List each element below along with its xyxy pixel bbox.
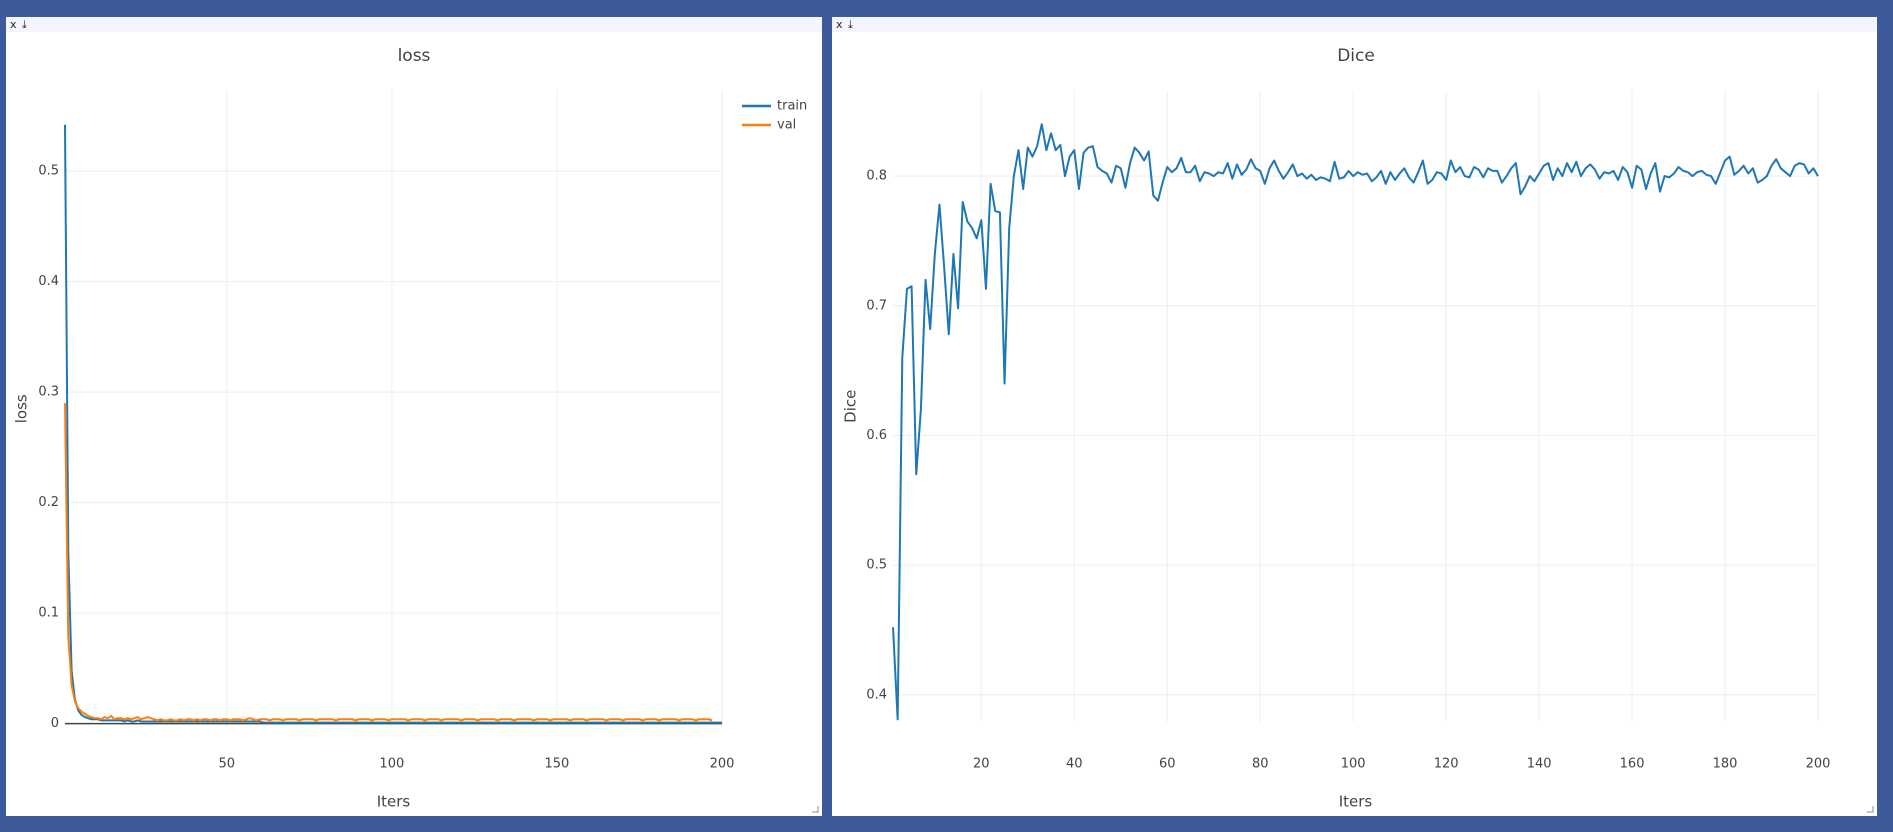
x-tick-label: 180 [1713, 757, 1738, 772]
x-tick-label: 80 [1252, 757, 1269, 772]
download-button[interactable]: ⤓ [848, 18, 853, 31]
x-tick-label: 200 [710, 757, 735, 772]
x-tick-label: 200 [1806, 757, 1831, 772]
x-tick-label: 20 [973, 757, 990, 772]
chart-title: loss [398, 46, 431, 66]
x-tick-label: 120 [1434, 757, 1459, 772]
x-axis-title: Iters [377, 793, 411, 811]
y-tick-label: 0.8 [866, 169, 887, 184]
line [64, 403, 713, 722]
x-axis-title: Iters [1339, 793, 1373, 811]
y-tick-label: 0.7 [866, 298, 887, 313]
y-tick-label: 0.2 [38, 495, 59, 510]
pane [6, 17, 822, 816]
line [892, 123, 1819, 721]
y-tick-label: 0.6 [866, 428, 887, 443]
y-tick-label: 0.1 [38, 606, 59, 621]
y-axis-title: Dice [842, 390, 860, 423]
x-tick-label: 100 [379, 757, 404, 772]
x-tick-label: 60 [1159, 757, 1176, 772]
download-button[interactable]: ⤓ [22, 18, 27, 31]
close-button[interactable]: x [836, 18, 843, 31]
x-tick-label: 50 [219, 757, 236, 772]
x-tick-label: 100 [1341, 757, 1366, 772]
resize-handle[interactable] [1867, 806, 1874, 813]
chart-title: Dice [1337, 46, 1375, 66]
pane [832, 17, 1877, 816]
close-button[interactable]: x [10, 18, 17, 31]
resize-handle[interactable] [812, 806, 819, 813]
y-axis-title: loss [13, 394, 31, 423]
x-tick-label: 40 [1066, 757, 1083, 772]
x-tick-label: 150 [545, 757, 570, 772]
y-tick-label: 0.5 [866, 558, 887, 573]
legend-label: val [777, 118, 796, 133]
y-tick-label: 0.5 [38, 164, 59, 179]
y-tick-label: 0.4 [38, 274, 59, 289]
pane-header [6, 17, 822, 32]
y-tick-label: 0.4 [866, 687, 887, 702]
pane-header [832, 17, 1877, 32]
legend-label: train [777, 99, 807, 114]
line [64, 124, 722, 724]
x-tick-label: 140 [1527, 757, 1552, 772]
x-tick-label: 160 [1620, 757, 1645, 772]
y-tick-label: 0.3 [38, 385, 59, 400]
y-tick-label: 0 [51, 716, 59, 731]
